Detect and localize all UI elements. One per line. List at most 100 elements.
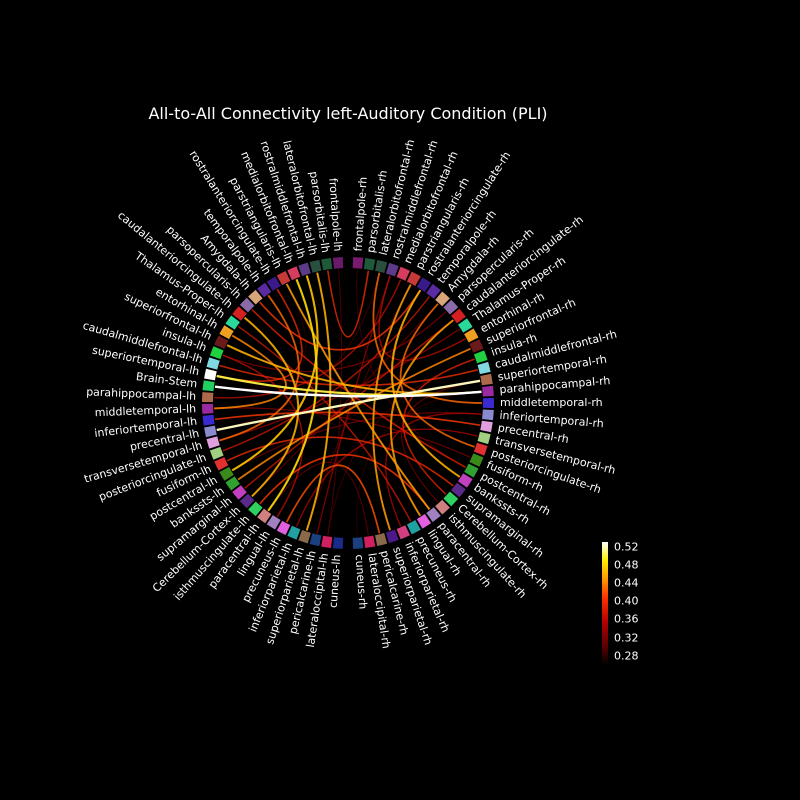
- connection-line: [390, 319, 454, 517]
- node-lateralorbitofrontal-lh: [309, 259, 322, 273]
- node-insula-rh: [473, 350, 488, 364]
- node-posteriorcingulate-lh: [209, 446, 224, 460]
- node-rostralmiddlefrontal-rh: [385, 262, 399, 277]
- node-label: middletemporal-lh: [95, 402, 197, 419]
- colorbar-tick: 0.44: [614, 576, 639, 590]
- node-supramarginal-lh: [232, 485, 247, 500]
- connection-line: [378, 275, 466, 362]
- node-caudalanteriorcingulate-rh: [451, 308, 466, 324]
- node-precuneus-lh: [276, 520, 291, 536]
- connection-line: [231, 412, 482, 471]
- node-bankssts-lh: [225, 476, 240, 491]
- node-inferiortemporal-rh: [482, 409, 494, 421]
- node-rostralanteriorcingulate-rh: [416, 277, 432, 292]
- node-transversetemporal-lh: [206, 436, 220, 449]
- node-middletemporal-lh: [202, 403, 214, 414]
- connection-line: [244, 317, 466, 367]
- connection-line: [237, 347, 471, 481]
- connection-line: [243, 316, 300, 498]
- connection-line: [226, 436, 454, 487]
- node-Thalamus-Proper-rh: [457, 318, 473, 333]
- node-superiorparietal-rh: [385, 529, 399, 544]
- connection-line: [222, 354, 304, 518]
- node-entorhinal-lh: [219, 325, 234, 340]
- node-fusiform-rh: [469, 453, 484, 467]
- connection-line: [305, 272, 332, 531]
- connection-line: [222, 296, 431, 452]
- connection-line: [214, 279, 402, 399]
- node-cuneus-rh: [352, 537, 364, 549]
- node-superiortemporal-rh: [480, 373, 493, 386]
- node-inferiorparietal-rh: [396, 525, 410, 540]
- node-temporalpole-lh: [257, 282, 272, 298]
- node-temporalpole-rh: [426, 284, 441, 299]
- connection-line: [295, 428, 478, 527]
- connection-line: [372, 272, 483, 404]
- node-label: cuneus-lh: [327, 554, 344, 608]
- node-pericalcarine-lh: [309, 533, 322, 547]
- colorbar-tick: 0.32: [614, 631, 639, 645]
- colorbar-tick: 0.36: [614, 612, 639, 626]
- connection-line: [259, 289, 422, 351]
- node-medialorbitofrontal-lh: [287, 266, 301, 281]
- node-caudalanteriorcingulate-lh: [232, 306, 247, 321]
- node-transversetemporal-rh: [477, 431, 491, 445]
- connection-line: [251, 303, 439, 497]
- node-Thalamus-Proper-lh: [225, 315, 240, 330]
- node-inferiorparietal-lh: [287, 525, 301, 540]
- node-parstriangularis-lh: [276, 270, 291, 286]
- node-insula-lh: [209, 346, 224, 360]
- node-postcentral-lh: [219, 466, 234, 481]
- node-paracentral-rh: [426, 507, 441, 522]
- node-precentral-rh: [480, 420, 493, 433]
- connection-line: [326, 270, 370, 338]
- connection-line: [356, 269, 466, 468]
- connection-line: [399, 303, 475, 448]
- colorbar-tick: 0.52: [614, 540, 639, 554]
- node-lingual-lh: [266, 515, 281, 530]
- connection-line: [390, 289, 461, 478]
- node-paracentral-lh: [257, 508, 272, 524]
- node-label: middletemporal-rh: [500, 396, 603, 409]
- colorbar-tick: 0.28: [614, 649, 639, 663]
- colorbar-tick: 0.40: [614, 594, 639, 608]
- node-caudalmiddlefrontal-lh: [206, 357, 220, 370]
- connection-line: [216, 379, 481, 432]
- node-Brain-Stem: [202, 380, 215, 392]
- connection-line: [214, 407, 471, 458]
- node-precentral-lh: [204, 425, 217, 438]
- connection-line: [237, 325, 412, 522]
- node-label: cuneus-rh: [353, 554, 370, 610]
- node-parstriangularis-rh: [406, 271, 421, 286]
- connection-lines: [214, 269, 483, 537]
- connection-line: [216, 272, 380, 431]
- node-bankssts-rh: [457, 473, 473, 488]
- connection-line: [285, 464, 381, 534]
- node-supramarginal-rh: [451, 482, 466, 498]
- node-posteriorcingulate-rh: [473, 442, 488, 456]
- connection-line: [356, 391, 482, 537]
- node-postcentral-rh: [464, 463, 479, 478]
- node-label: frontalpole-lh: [326, 178, 344, 252]
- connection-line: [285, 283, 431, 510]
- connection-line: [327, 269, 343, 536]
- node-medialorbitofrontal-rh: [396, 266, 410, 281]
- node-label: parahippocampal-lh: [86, 385, 196, 402]
- node-lateraloccipital-lh: [321, 535, 333, 549]
- node-superiorfrontal-lh: [214, 335, 229, 349]
- connection-line: [259, 453, 431, 510]
- node-isthmuscingulate-rh: [435, 499, 450, 515]
- node-parsorbitalis-lh: [321, 257, 333, 271]
- connection-line: [216, 375, 421, 517]
- connection-line: [385, 412, 482, 527]
- node-superiortemporal-lh: [204, 368, 217, 381]
- node-frontalpole-lh: [332, 257, 344, 269]
- node-rostralmiddlefrontal-lh: [298, 262, 311, 277]
- connection-line: [267, 461, 369, 536]
- node-cuneus-lh: [332, 537, 344, 549]
- connection-line: [231, 275, 319, 472]
- node-parahippocampal-lh: [202, 392, 214, 403]
- connection-line: [222, 311, 447, 373]
- node-superiorfrontal-rh: [469, 339, 484, 353]
